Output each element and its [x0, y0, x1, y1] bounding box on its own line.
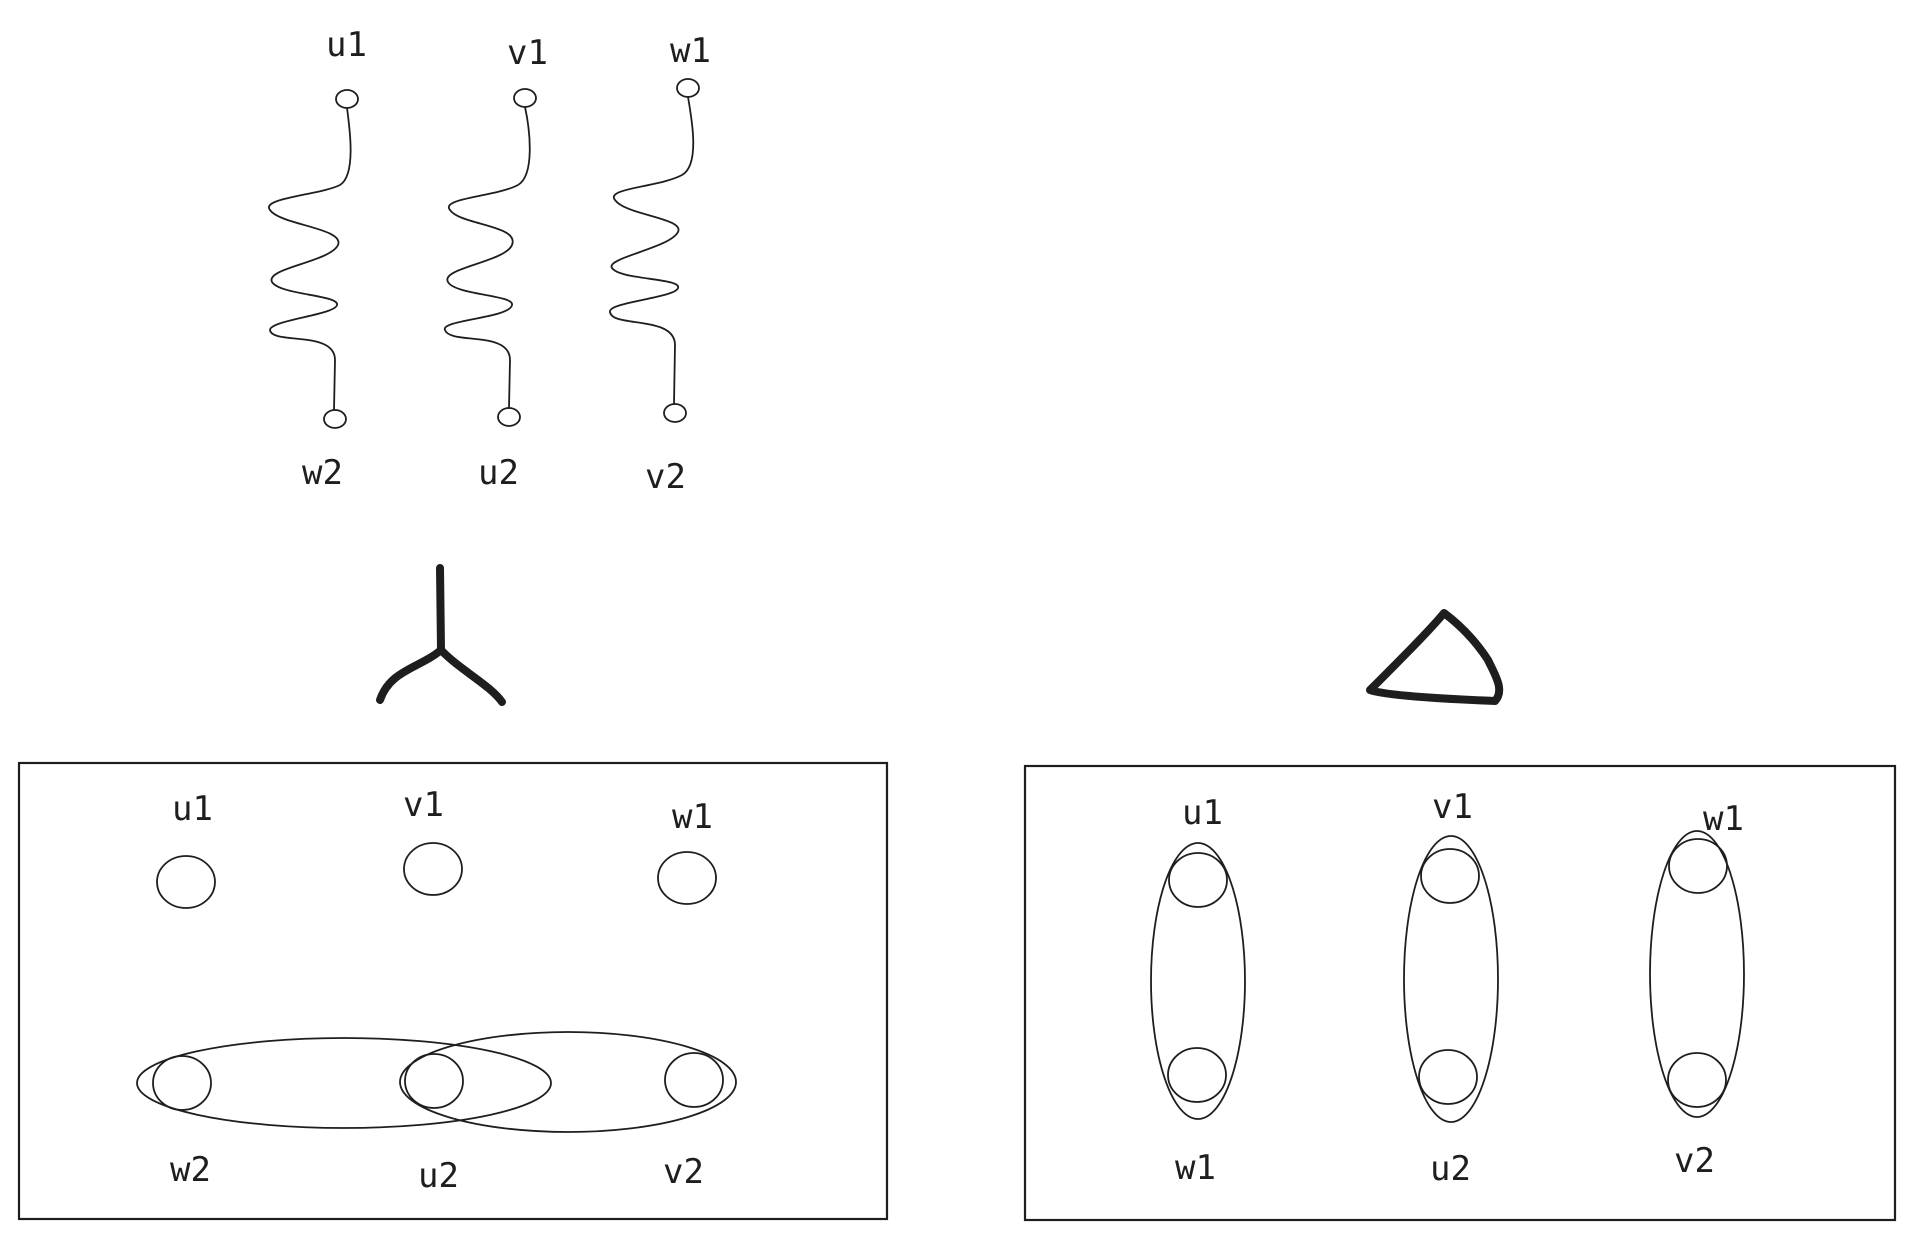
delta-terminal-v2 [1667, 1052, 1727, 1108]
star-terminal-box: u1 v1 w1 w2 u2 v2 [17, 761, 889, 1221]
delta-box-frame [1023, 764, 1897, 1222]
star-terminal-u2 [404, 1053, 464, 1109]
delta-link-w1-v2 [1649, 830, 1745, 1118]
delta-top-label-w1: w1 [1703, 799, 1744, 839]
winding-3-bottom-terminal [663, 403, 687, 423]
star-box-frame [17, 761, 889, 1221]
delta-link-u1-w1 [1150, 842, 1246, 1120]
winding-1-bottom-terminal [323, 409, 347, 429]
star-link-u2-v2 [399, 1031, 737, 1133]
winding-1-top-terminal [335, 89, 359, 109]
star-symbol [376, 564, 506, 706]
delta-terminal-u1 [1168, 852, 1228, 908]
winding-3-bottom-label: v2 [645, 457, 686, 497]
winding-3: w1 v2 [609, 31, 711, 497]
winding-2-bottom-label: u2 [478, 453, 519, 493]
delta-top-label-v1: v1 [1432, 787, 1473, 827]
winding-2-top-terminal [513, 88, 537, 108]
star-terminal-u1 [156, 855, 216, 909]
star-bottom-label-w2: w2 [170, 1150, 211, 1190]
star-top-label-u1: u1 [172, 789, 213, 829]
winding-1: u1 w2 [268, 25, 367, 493]
star-terminal-w1 [657, 851, 717, 905]
delta-terminal-box: u1 v1 w1 w1 u2 v2 [1023, 764, 1897, 1222]
delta-bottom-label-u2: u2 [1430, 1149, 1471, 1189]
winding-3-coil [609, 96, 695, 405]
star-top-label-w1: w1 [672, 797, 713, 837]
star-terminal-w2 [152, 1055, 212, 1111]
winding-2: v1 u2 [444, 33, 548, 493]
winding-3-top-terminal [676, 78, 700, 98]
star-top-label-v1: v1 [403, 785, 444, 825]
star-terminal-v2 [664, 1052, 724, 1108]
winding-2-top-label: v1 [507, 33, 548, 73]
delta-bottom-label-v2: v2 [1674, 1141, 1715, 1181]
delta-terminal-w1-top [1668, 838, 1728, 894]
delta-terminal-u2 [1418, 1049, 1478, 1105]
winding-1-coil [268, 107, 352, 411]
delta-terminal-w1-bottom [1167, 1047, 1227, 1103]
delta-symbol [1366, 609, 1504, 705]
winding-3-top-label: w1 [670, 31, 711, 71]
winding-2-bottom-terminal [497, 407, 521, 427]
star-bottom-label-v2: v2 [663, 1152, 704, 1192]
star-bottom-label-u2: u2 [418, 1156, 459, 1196]
winding-2-coil [444, 106, 531, 409]
winding-1-bottom-label: w2 [302, 453, 343, 493]
delta-top-label-u1: u1 [1182, 793, 1223, 833]
delta-link-v1-u2 [1403, 835, 1499, 1123]
delta-terminal-v1 [1420, 848, 1480, 904]
star-terminal-v1 [403, 842, 463, 896]
delta-bottom-label-w1: w1 [1175, 1148, 1216, 1188]
star-link-w2-u2 [136, 1037, 552, 1129]
winding-1-top-label: u1 [326, 25, 367, 65]
